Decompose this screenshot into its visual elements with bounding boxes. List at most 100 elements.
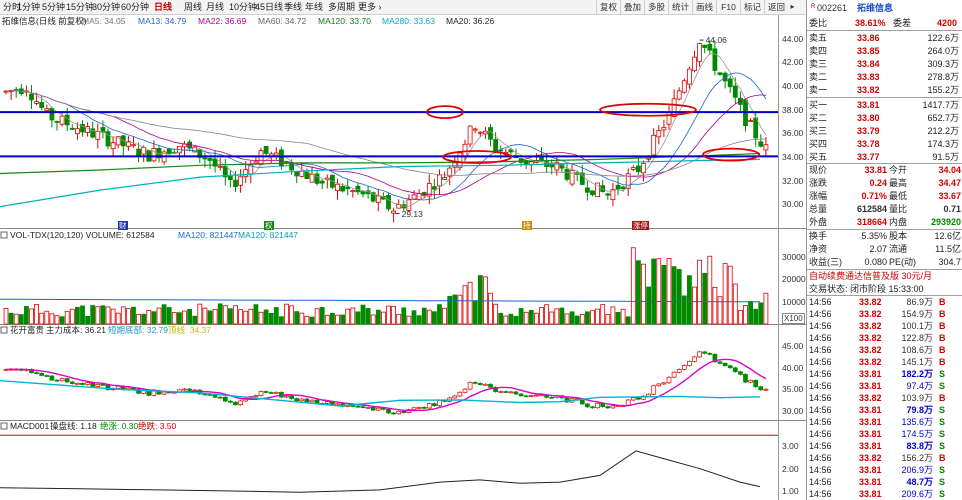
timeframe-tab-8[interactable]: 月线 <box>206 2 225 12</box>
toolbar-button-4[interactable]: 画线 <box>692 0 716 14</box>
tick-time: 14:56 <box>809 297 832 307</box>
bid-row[interactable]: 买三 33.79 212.2万 <box>807 125 962 137</box>
timeframe-tab-6[interactable]: 日线 <box>154 2 173 12</box>
bid-row[interactable]: 买一 33.81 1417.7万 <box>807 99 962 111</box>
candle-body <box>207 158 213 161</box>
candle-body <box>131 144 136 147</box>
hk-candle <box>100 384 106 386</box>
volume-bar <box>299 312 305 325</box>
tick-time: 14:56 <box>809 453 832 463</box>
hk-candle <box>753 379 759 388</box>
timeframe-toolbar: 分时 1分钟 5分钟 15分钟 30分钟 60分钟 日线 周线 月线 10分钟 45日线 季线 年线 多周… <box>0 0 806 15</box>
hk-cyan-line <box>0 380 761 407</box>
hk-candle <box>549 396 555 399</box>
candle-body <box>304 171 310 180</box>
stat-label: 股本 <box>889 231 908 241</box>
level-volume: 155.2万 <box>927 85 959 95</box>
timeframe-tab-0[interactable]: 分时 <box>3 2 22 12</box>
ask-row[interactable]: 卖一 33.82 155.2万 <box>807 84 962 96</box>
weibi-row: 委比 38.61% 委差 4200 <box>807 17 962 29</box>
volume-bar <box>646 286 651 325</box>
toolbar-button-5[interactable]: F10 <box>716 0 740 14</box>
candle-body <box>243 169 249 177</box>
hk-candle <box>426 403 432 409</box>
hk-candle <box>646 393 651 397</box>
candle-body <box>554 161 560 171</box>
candle-body <box>69 127 75 130</box>
timeframe-tab-12[interactable]: 年线 <box>305 2 324 12</box>
toolbar-button-1[interactable]: 叠加 <box>620 0 644 14</box>
hk-candle <box>289 395 294 399</box>
timeframe-tab-7[interactable]: 周线 <box>184 2 203 12</box>
timeframe-tab-5[interactable]: 60分钟 <box>121 2 150 12</box>
tick-side: B <box>939 453 946 463</box>
bid-row[interactable]: 买四 33.78 174.3万 <box>807 138 962 150</box>
volume-bar <box>166 307 172 325</box>
level-price: 33.86 <box>857 33 880 43</box>
timeframe-tab-9[interactable]: 10分钟 <box>229 2 258 12</box>
candle-body <box>141 147 147 155</box>
candle-body <box>233 179 238 188</box>
hk-candle <box>687 360 692 366</box>
divider <box>807 30 962 31</box>
volume-bar <box>156 307 162 325</box>
divider <box>807 163 962 164</box>
volume-bar <box>64 310 70 325</box>
timeframe-tab-4[interactable]: 30分钟 <box>92 2 121 12</box>
level-price: 33.77 <box>857 152 880 162</box>
toolbar-button-6[interactable]: 标记 <box>740 0 764 14</box>
tick-price: 33.81 <box>859 465 882 475</box>
hk-candle <box>452 395 458 399</box>
ask-row[interactable]: 卖四 33.85 264.0万 <box>807 45 962 57</box>
ask-row[interactable]: 卖二 33.83 278.8万 <box>807 71 962 83</box>
bid-row[interactable]: 买二 33.80 652.7万 <box>807 112 962 124</box>
toolbar-button-2[interactable]: 多股 <box>644 0 668 14</box>
volume-bar <box>431 311 437 325</box>
volume-bar <box>442 307 448 325</box>
ask-row[interactable]: 卖三 33.84 309.3万 <box>807 58 962 70</box>
kline-chart-area[interactable] <box>0 0 806 500</box>
volume-bar <box>243 310 249 325</box>
level-volume: 309.3万 <box>927 59 959 69</box>
timeframe-tab-13[interactable]: 多周期 <box>328 2 356 12</box>
timeframe-tab-2[interactable]: 5分钟 <box>42 2 66 12</box>
bid-row[interactable]: 买五 33.77 91.5万 <box>807 151 962 163</box>
promo-banner[interactable]: 自动续费通达信普及版 30元/月 <box>807 270 962 282</box>
hk-candle <box>539 394 544 397</box>
ma13-line <box>5 72 767 201</box>
toolbar-button-7[interactable]: 返回 <box>764 0 788 14</box>
volume-bar <box>528 310 534 325</box>
tick-time: 14:56 <box>809 345 832 355</box>
candle-body <box>727 78 733 88</box>
candle-body <box>44 108 50 112</box>
promo-text[interactable]: 自动续费通达信普及版 30元/月 <box>809 271 933 281</box>
timeframe-tab-10[interactable]: 45日线 <box>255 2 284 12</box>
tick-row: 14:56 33.81 48.7万 S <box>807 476 962 488</box>
hk-candle <box>467 382 473 390</box>
collapse-icon[interactable]: ▸ <box>790 2 795 11</box>
tick-side: S <box>939 369 946 379</box>
volume-bar <box>625 316 631 325</box>
hk-candle <box>69 381 75 384</box>
hk-candle <box>579 399 585 405</box>
ask-row[interactable]: 卖五 33.86 122.6万 <box>807 32 962 44</box>
hk-candle <box>284 395 289 398</box>
toolbar-button-0[interactable]: 复权 <box>596 0 620 14</box>
volume-bar <box>90 305 96 325</box>
tick-side: S <box>939 429 946 439</box>
timeframe-tab-3[interactable]: 15分钟 <box>66 2 95 12</box>
tick-price: 33.82 <box>859 321 882 331</box>
tick-row: 14:56 33.81 83.8万 S <box>807 440 962 452</box>
candle-body <box>467 125 473 145</box>
timeframe-tab-11[interactable]: 季线 <box>284 2 303 12</box>
ma60-line <box>5 90 766 177</box>
stat-row: 总量 612584 量比 0.71 <box>807 203 962 215</box>
timeframe-tab-1[interactable]: 1分钟 <box>17 2 41 12</box>
timeframe-tab-14[interactable]: 更多 › <box>358 2 382 12</box>
hk-candle <box>656 383 662 387</box>
tick-time: 14:56 <box>809 429 832 439</box>
hk-candle <box>636 397 641 400</box>
volume-bar <box>202 307 208 325</box>
toolbar-button-3[interactable]: 统计 <box>668 0 692 14</box>
stock-name[interactable]: 拓维信息 <box>857 3 894 13</box>
